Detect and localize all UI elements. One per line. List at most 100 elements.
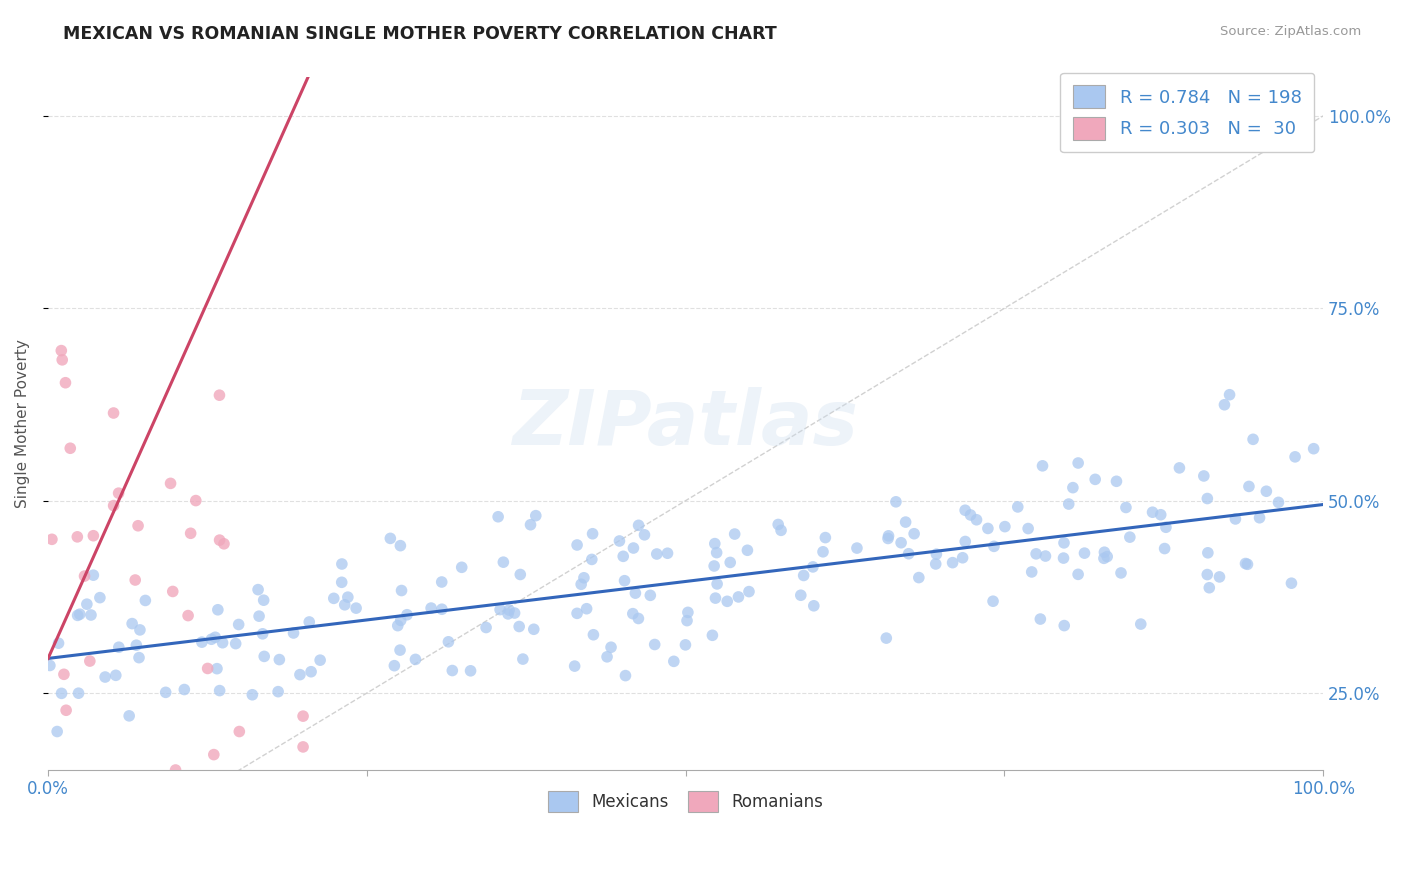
Point bbox=[1119, 530, 1142, 544]
Point bbox=[1197, 491, 1219, 506]
Point bbox=[727, 590, 749, 604]
Point bbox=[82, 529, 104, 543]
Y-axis label: Single Mother Poverty: Single Mother Poverty bbox=[15, 339, 30, 508]
Point bbox=[498, 603, 520, 617]
Point bbox=[1115, 500, 1137, 515]
Point bbox=[1302, 442, 1324, 456]
Point bbox=[129, 623, 152, 637]
Point bbox=[492, 555, 515, 569]
Point bbox=[1234, 557, 1257, 571]
Point bbox=[890, 535, 912, 549]
Point bbox=[675, 638, 697, 652]
Point bbox=[82, 568, 104, 582]
Point bbox=[1241, 433, 1264, 447]
Point bbox=[1284, 450, 1306, 464]
Point bbox=[208, 533, 231, 548]
Point bbox=[204, 630, 226, 644]
Point bbox=[162, 584, 184, 599]
Point bbox=[430, 574, 453, 589]
Point bbox=[51, 352, 73, 367]
Point bbox=[1256, 484, 1278, 499]
Point bbox=[644, 638, 666, 652]
Point bbox=[180, 526, 202, 541]
Point bbox=[894, 515, 917, 529]
Point bbox=[299, 665, 322, 679]
Point bbox=[766, 517, 789, 532]
Point bbox=[994, 519, 1017, 533]
Legend: Mexicans, Romanians: Mexicans, Romanians bbox=[536, 780, 835, 824]
Point bbox=[1095, 549, 1118, 564]
Point bbox=[76, 597, 98, 611]
Point bbox=[1031, 458, 1053, 473]
Point bbox=[966, 513, 988, 527]
Point bbox=[633, 528, 655, 542]
Point bbox=[288, 667, 311, 681]
Point bbox=[569, 577, 592, 591]
Point bbox=[875, 631, 897, 645]
Point bbox=[627, 518, 650, 533]
Point bbox=[908, 571, 931, 585]
Point bbox=[94, 670, 117, 684]
Point bbox=[333, 598, 356, 612]
Point bbox=[437, 635, 460, 649]
Point bbox=[228, 724, 250, 739]
Point bbox=[1053, 536, 1076, 550]
Point bbox=[925, 557, 948, 571]
Point bbox=[51, 343, 73, 358]
Point bbox=[80, 607, 103, 622]
Point bbox=[55, 703, 77, 717]
Point bbox=[298, 615, 321, 629]
Point bbox=[564, 659, 586, 673]
Point bbox=[55, 376, 77, 390]
Point bbox=[613, 574, 636, 588]
Point bbox=[1017, 522, 1039, 536]
Point bbox=[706, 546, 728, 560]
Point bbox=[107, 486, 129, 500]
Point bbox=[124, 573, 146, 587]
Point bbox=[127, 518, 149, 533]
Point bbox=[1029, 612, 1052, 626]
Point bbox=[253, 593, 276, 607]
Point bbox=[430, 602, 453, 616]
Point bbox=[267, 684, 290, 698]
Point bbox=[703, 536, 725, 550]
Point bbox=[724, 527, 747, 541]
Point bbox=[134, 593, 156, 607]
Point bbox=[128, 650, 150, 665]
Point bbox=[240, 688, 263, 702]
Point bbox=[292, 739, 315, 754]
Point bbox=[640, 588, 662, 602]
Point bbox=[706, 577, 728, 591]
Point bbox=[575, 601, 598, 615]
Point bbox=[1192, 469, 1215, 483]
Point bbox=[283, 626, 305, 640]
Point bbox=[41, 533, 63, 547]
Point bbox=[1062, 481, 1084, 495]
Point bbox=[884, 495, 907, 509]
Point bbox=[1249, 510, 1271, 524]
Point bbox=[953, 503, 976, 517]
Point bbox=[657, 546, 679, 560]
Point bbox=[600, 640, 623, 655]
Point bbox=[420, 601, 443, 615]
Point bbox=[1109, 566, 1132, 580]
Point bbox=[380, 532, 402, 546]
Point bbox=[645, 547, 668, 561]
Point bbox=[614, 668, 637, 682]
Point bbox=[623, 541, 645, 555]
Point bbox=[330, 575, 353, 590]
Point bbox=[59, 442, 82, 456]
Point bbox=[814, 531, 837, 545]
Point bbox=[1025, 547, 1047, 561]
Point bbox=[1168, 461, 1191, 475]
Point bbox=[177, 608, 200, 623]
Point bbox=[621, 607, 644, 621]
Point bbox=[1153, 541, 1175, 556]
Point bbox=[981, 594, 1004, 608]
Point bbox=[159, 476, 181, 491]
Point bbox=[1197, 567, 1219, 582]
Point bbox=[1067, 456, 1090, 470]
Point bbox=[104, 668, 127, 682]
Point bbox=[955, 534, 977, 549]
Point bbox=[596, 649, 619, 664]
